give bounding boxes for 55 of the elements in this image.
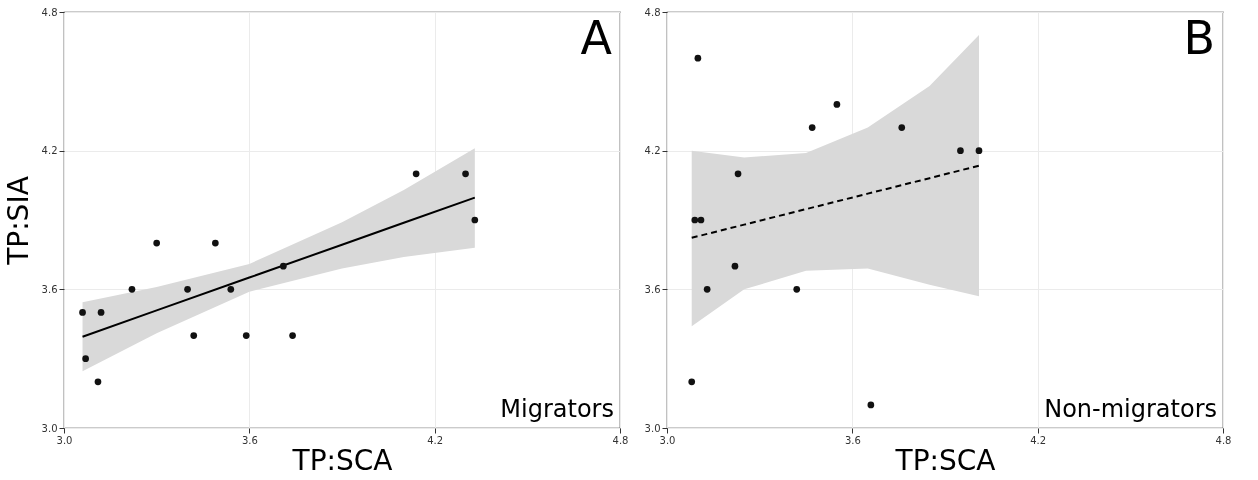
point [867,401,875,409]
point [128,285,136,293]
y-axis-title: TP:SIA [1,176,35,266]
point [793,285,801,293]
y-tick-label: 3.6 [644,283,661,295]
point [691,216,699,224]
point [734,170,742,178]
line-series [690,164,980,239]
point [94,378,102,386]
point [184,285,191,293]
y-tick-label: 3.0 [644,422,661,434]
y-tick-label: 3.6 [41,283,58,295]
y-tick-label: 4.8 [41,6,58,18]
x-tick-label: 4.2 [427,434,444,446]
line-series [81,196,476,338]
x-axis-title: TP:SCA [894,443,996,477]
x-tick-label: 4.2 [1030,434,1047,446]
point [471,216,479,224]
point [97,309,105,316]
point [957,147,964,155]
point [694,54,702,62]
point [412,170,420,178]
x-tick-label: 3.6 [241,434,258,446]
x-axis-title: TP:SCA [291,443,393,477]
x-tick-label: 3.0 [659,434,676,446]
point [279,262,287,270]
point [808,124,816,131]
annotation: Migrators [500,395,614,423]
point [242,332,250,339]
annotation: B [1183,11,1215,65]
point [462,170,469,178]
y-tick-label: 4.8 [644,6,661,18]
point [833,101,841,108]
point [82,355,89,363]
point [190,332,198,339]
point [289,332,296,339]
annotation: Non-migrators [1044,395,1217,423]
y-tick-label: 4.2 [41,145,58,157]
y-tick-label: 4.2 [644,145,661,157]
x-tick-label: 4.8 [1215,434,1232,446]
point [898,124,906,131]
point [703,285,711,293]
point [697,216,705,224]
point [731,262,739,270]
point [79,309,86,316]
point [227,285,235,293]
x-tick-label: 3.6 [844,434,861,446]
x-tick-label: 4.8 [612,434,629,446]
point [688,378,696,386]
x-tick-label: 3.0 [56,434,73,446]
point [975,147,983,155]
point [153,239,161,247]
y-tick-label: 3.0 [41,422,58,434]
annotation: A [580,11,613,65]
point [212,239,219,247]
